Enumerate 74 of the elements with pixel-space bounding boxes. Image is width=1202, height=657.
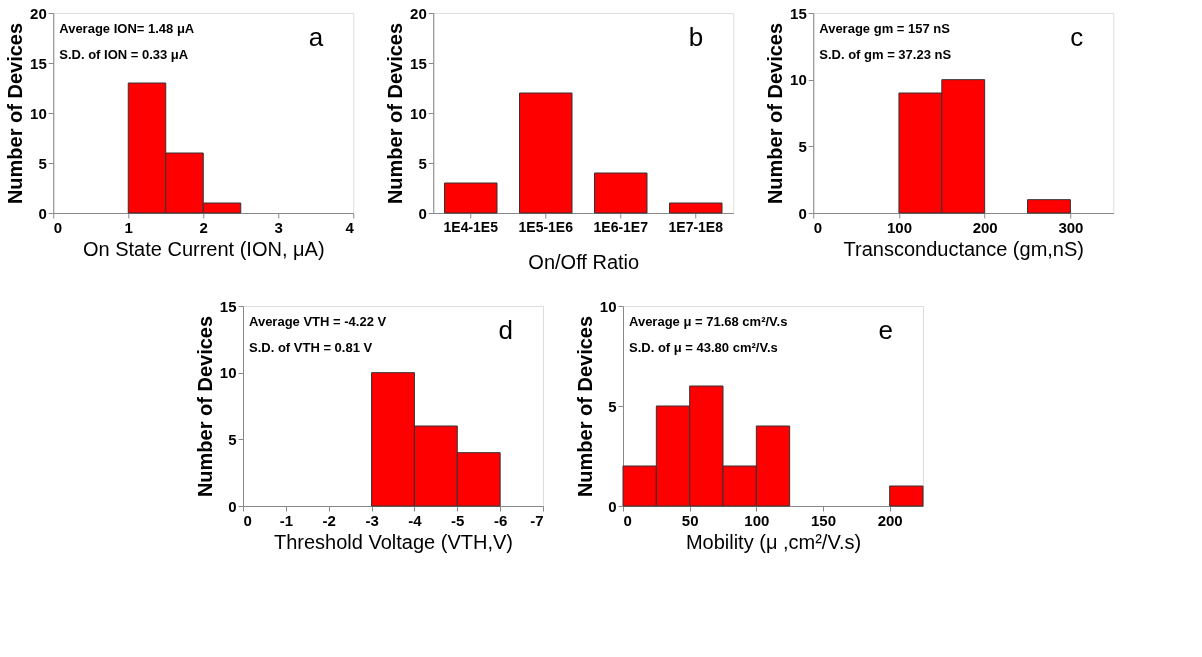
- annotation: S.D. of μ = 43.80 cm²/V.s: [629, 340, 778, 355]
- x-tick-label: 100: [744, 511, 770, 529]
- annotation: S.D. of gm = 37.23 nS: [819, 47, 952, 62]
- y-tick-label: 15: [790, 4, 807, 22]
- x-tick-label: 0: [623, 511, 632, 529]
- y-tick-label: 10: [790, 71, 807, 89]
- y-tick-label: 0: [418, 204, 427, 222]
- x-tick-label: 0: [813, 218, 823, 236]
- x-tick-label: 100: [886, 218, 912, 236]
- annotation: b: [688, 22, 704, 52]
- annotation: Average VTH = -4.22 V: [249, 314, 387, 329]
- y-tick-label: 20: [410, 4, 427, 22]
- y-tick-label: 5: [38, 154, 47, 172]
- x-tick-label: 50: [681, 511, 699, 529]
- annotation: a: [308, 22, 324, 52]
- x-tick-label: -4: [408, 511, 423, 529]
- y-tick-label: 10: [410, 104, 427, 122]
- y-axis-title: Number of Devices: [764, 22, 787, 205]
- x-axis-title: Transconductance (gm,nS): [843, 237, 1084, 260]
- x-tick-label: 1E5-1E6: [518, 218, 574, 235]
- x-tick-label: 150: [810, 511, 837, 529]
- y-tick-label: 0: [608, 497, 617, 515]
- x-tick-label: 1E7-1E8: [668, 218, 724, 235]
- y-tick-label: 10: [219, 364, 237, 382]
- x-tick-label: 200: [972, 218, 998, 236]
- x-tick-label: 0: [53, 218, 63, 236]
- x-tick-label: 4: [345, 218, 355, 236]
- annotation: c: [1070, 22, 1084, 52]
- y-tick-label: 5: [608, 397, 617, 415]
- y-axis-title: Number of Devices: [384, 22, 407, 205]
- annotation: S.D. of VTH = 0.81 V: [249, 340, 373, 355]
- annotation: Average gm = 157 nS: [819, 21, 951, 36]
- y-tick-label: 15: [219, 297, 237, 315]
- y-tick-label: 0: [38, 204, 47, 222]
- bar: [444, 182, 498, 214]
- annotation: e: [878, 315, 893, 345]
- annotation: d: [498, 315, 513, 345]
- x-tick-label: -2: [322, 511, 336, 529]
- x-tick-label: 1E4-1E5: [443, 218, 499, 235]
- x-tick-label: 1E6-1E7: [593, 218, 649, 235]
- x-axis-title: On/Off Ratio: [528, 250, 640, 273]
- x-axis-title: Threshold Voltage (VTH,V): [274, 530, 513, 553]
- y-axis-title: Number of Devices: [193, 315, 216, 498]
- y-tick-label: 15: [30, 54, 47, 72]
- bar: [519, 92, 573, 214]
- y-tick-label: 20: [30, 4, 47, 22]
- annotation: S.D. of ION = 0.33 μA: [59, 47, 189, 62]
- x-tick-label: -5: [451, 511, 465, 529]
- y-tick-label: 0: [798, 204, 807, 222]
- annotation: Average ION= 1.48 μA: [59, 21, 195, 36]
- x-axis-title: Mobility (μ ,cm²/V.s): [685, 530, 862, 553]
- x-tick-label: -6: [493, 511, 508, 529]
- annotation: Average μ = 71.68 cm²/V.s: [629, 314, 788, 329]
- y-tick-label: 10: [599, 297, 617, 315]
- x-tick-label: -3: [365, 511, 379, 529]
- y-tick-label: 5: [798, 137, 807, 155]
- bar: [594, 172, 648, 214]
- y-axis-title: Number of Devices: [4, 22, 27, 205]
- y-tick-label: 15: [410, 54, 427, 72]
- y-tick-label: 5: [228, 430, 237, 448]
- x-axis-title: On State Current (ION, μA): [82, 237, 325, 260]
- bar: [669, 202, 723, 214]
- y-tick-label: 5: [418, 154, 427, 172]
- x-tick-label: 300: [1058, 218, 1084, 236]
- x-tick-label: 1: [124, 218, 133, 236]
- y-tick-label: 10: [30, 104, 47, 122]
- y-axis-title: Number of Devices: [573, 315, 596, 498]
- x-tick-label: 2: [199, 218, 208, 236]
- x-tick-label: 0: [243, 511, 252, 529]
- x-tick-label: 3: [274, 218, 283, 236]
- y-tick-label: 0: [228, 497, 237, 515]
- x-tick-label: 200: [877, 511, 903, 529]
- x-tick-label: -1: [279, 511, 294, 529]
- x-tick-label: -7: [530, 511, 544, 529]
